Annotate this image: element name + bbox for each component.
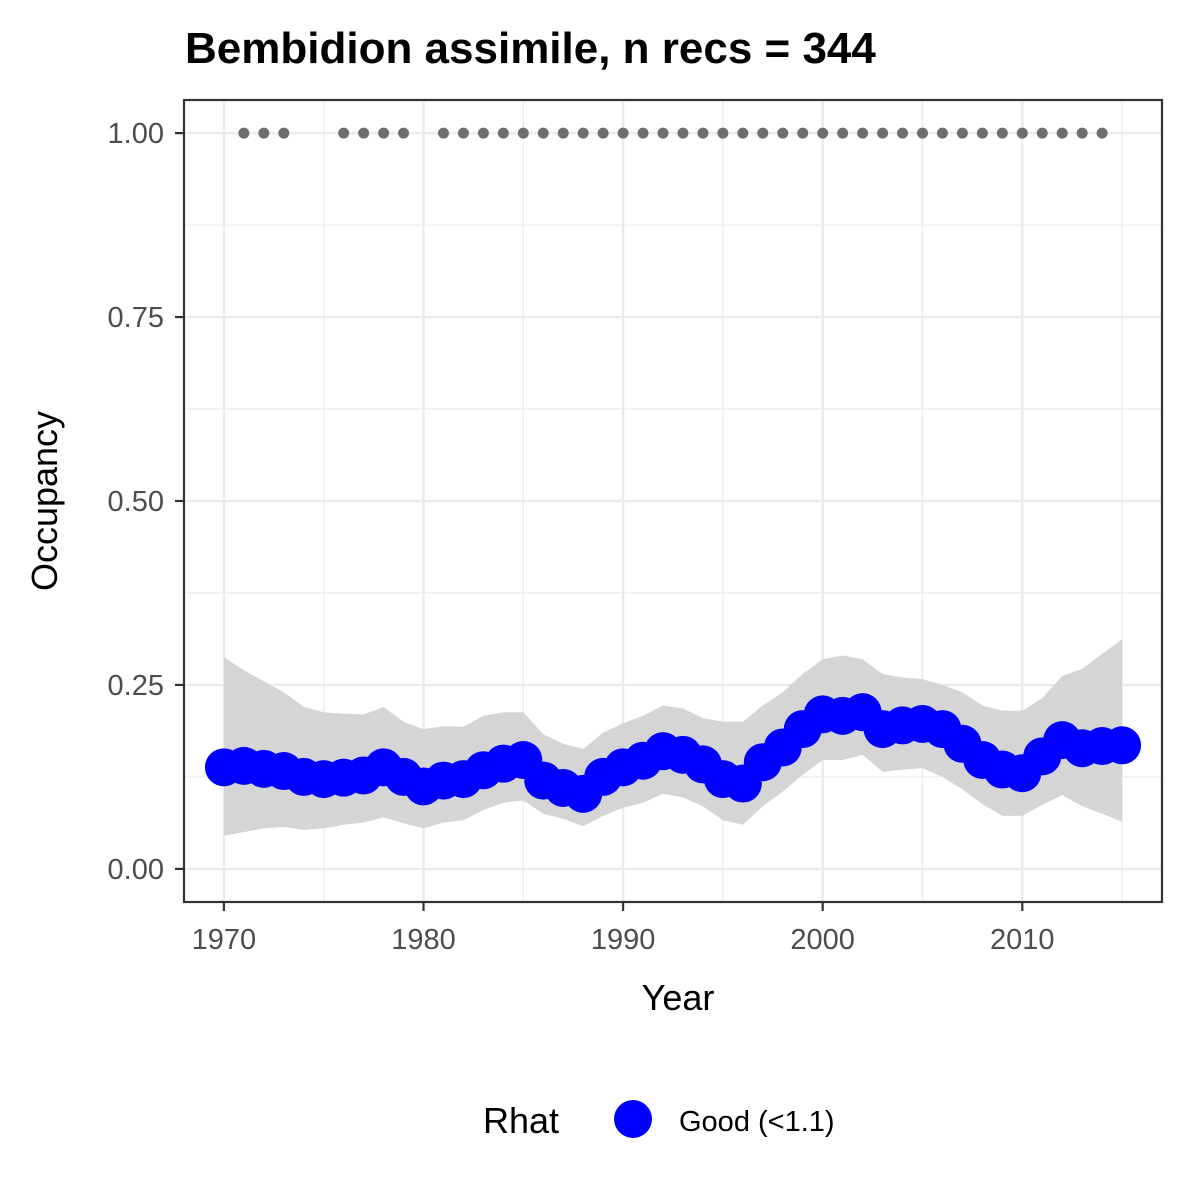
record-year-point bbox=[378, 127, 390, 139]
record-year-point bbox=[338, 127, 350, 139]
record-year-point bbox=[1036, 127, 1048, 139]
x-tick-label: 2000 bbox=[790, 924, 855, 956]
legend: Rhat Good (<1.1) bbox=[483, 1100, 835, 1141]
record-year-point bbox=[717, 127, 729, 139]
record-year-point bbox=[278, 127, 290, 139]
record-year-point bbox=[457, 127, 469, 139]
record-year-point bbox=[936, 127, 948, 139]
y-tick-label: 1.00 bbox=[108, 118, 164, 150]
record-year-point bbox=[437, 127, 449, 139]
record-year-point bbox=[677, 127, 689, 139]
record-year-point bbox=[358, 127, 370, 139]
occupancy-point bbox=[1103, 726, 1142, 765]
record-year-point bbox=[477, 127, 489, 139]
record-year-point bbox=[258, 127, 270, 139]
record-year-point bbox=[398, 127, 410, 139]
record-year-point bbox=[797, 127, 809, 139]
record-year-point bbox=[697, 127, 709, 139]
y-tick-label: 0.25 bbox=[108, 670, 164, 702]
record-year-point bbox=[597, 127, 609, 139]
x-tick-label: 1990 bbox=[591, 924, 656, 956]
record-year-point bbox=[996, 127, 1008, 139]
axes: 1970 1980 1990 2000 2010 0.00 0.25 0.50 0.75 1.00 bbox=[108, 118, 1055, 956]
record-year-point bbox=[1096, 127, 1108, 139]
record-year-point bbox=[557, 127, 569, 139]
record-year-point bbox=[537, 127, 549, 139]
record-year-point bbox=[1056, 127, 1068, 139]
record-year-point bbox=[916, 127, 928, 139]
record-year-point bbox=[877, 127, 889, 139]
x-tick-label: 1970 bbox=[192, 924, 257, 956]
record-year-point bbox=[956, 127, 968, 139]
legend-key-good bbox=[614, 1100, 652, 1138]
x-tick-label: 1980 bbox=[391, 924, 456, 956]
legend-title: Rhat bbox=[483, 1100, 559, 1141]
record-year-point bbox=[657, 127, 669, 139]
record-year-point bbox=[1076, 127, 1088, 139]
record-year-point bbox=[897, 127, 909, 139]
record-year-point bbox=[976, 127, 988, 139]
record-year-point bbox=[517, 127, 529, 139]
record-year-point bbox=[817, 127, 829, 139]
record-year-point bbox=[837, 127, 849, 139]
y-tick-label: 0.50 bbox=[108, 486, 164, 518]
y-tick-label: 0.00 bbox=[108, 854, 164, 886]
record-year-point bbox=[577, 127, 589, 139]
y-tick-label: 0.75 bbox=[108, 302, 164, 334]
chart-title: Bembidion assimile, n recs = 344 bbox=[185, 24, 876, 73]
record-year-point bbox=[757, 127, 769, 139]
records-layer bbox=[238, 127, 1108, 139]
series-layer bbox=[204, 693, 1142, 813]
record-year-point bbox=[497, 127, 509, 139]
record-year-point bbox=[1016, 127, 1028, 139]
x-tick-label: 2010 bbox=[990, 924, 1055, 956]
record-year-point bbox=[737, 127, 749, 139]
record-year-point bbox=[857, 127, 869, 139]
y-axis-title: Occupancy bbox=[24, 411, 65, 591]
record-year-point bbox=[777, 127, 789, 139]
record-year-point bbox=[637, 127, 649, 139]
record-year-point bbox=[238, 127, 250, 139]
x-axis-title: Year bbox=[642, 977, 715, 1018]
legend-label-good: Good (<1.1) bbox=[679, 1106, 835, 1138]
record-year-point bbox=[617, 127, 629, 139]
